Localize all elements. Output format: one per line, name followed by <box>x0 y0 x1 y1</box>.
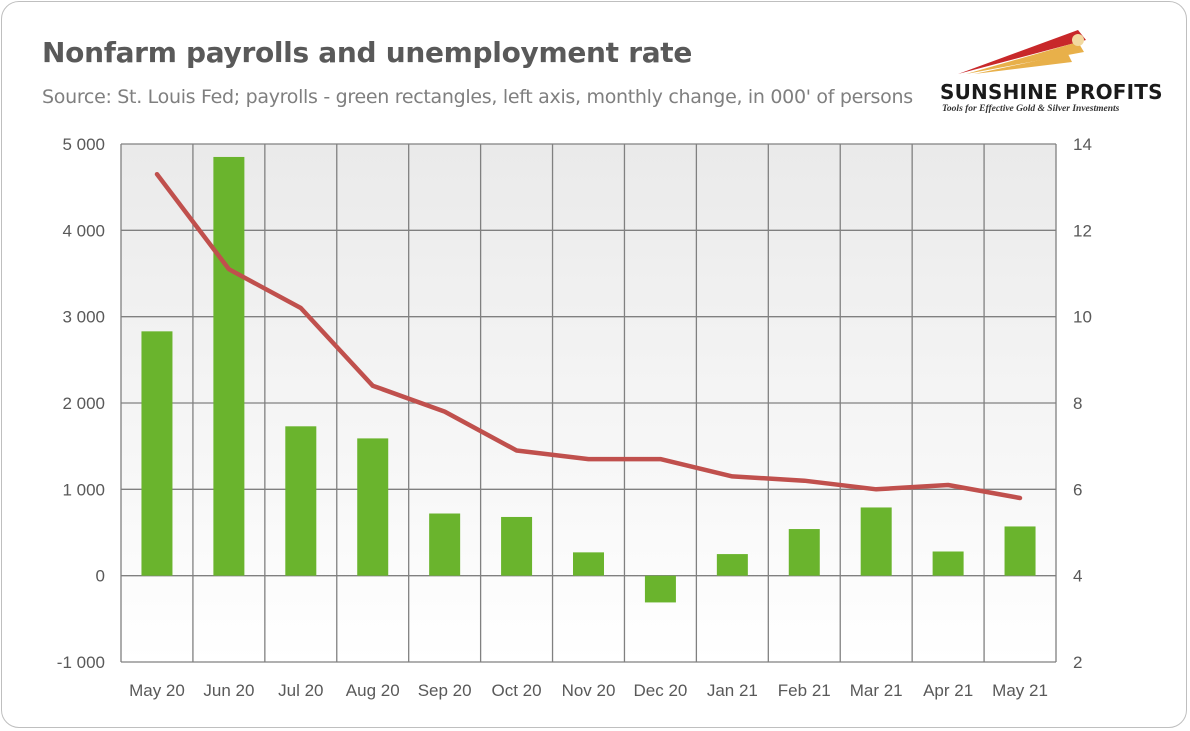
unemployment-rate-line <box>154 171 1023 501</box>
payroll-bar <box>644 575 676 603</box>
payroll-bar <box>716 554 748 576</box>
x-axis-tick-label: Apr 21 <box>923 681 973 700</box>
left-axis-tick-label: 3 000 <box>62 308 105 327</box>
payroll-bar <box>213 156 245 576</box>
logo-name: SUNSHINE PROFITS <box>940 80 1163 104</box>
x-axis-tick-label: Sep 20 <box>418 681 472 700</box>
unemployment-line <box>154 171 1023 501</box>
gridlines <box>120 143 1057 663</box>
right-axis-tick-label: 2 <box>1073 653 1082 672</box>
payroll-bar <box>860 507 892 576</box>
payroll-bar <box>501 516 533 576</box>
payroll-bar <box>429 513 461 576</box>
right-axis-tick-label: 8 <box>1073 394 1082 413</box>
sunshine-profits-logo: SUNSHINE PROFITS Tools for Effective Gol… <box>928 18 1173 128</box>
right-axis-tick-label: 14 <box>1073 135 1092 154</box>
payroll-bar <box>1004 526 1036 576</box>
x-axis-tick-label: Jun 20 <box>203 681 254 700</box>
x-axis-tick-label: Jan 21 <box>707 681 758 700</box>
x-axis-tick-label: Jul 20 <box>278 681 323 700</box>
axis-labels: 5 000 4 000 3 000 2 000 1 000 0 -1 000 14 12 10 8 6… <box>57 135 1092 700</box>
chart-title: Nonfarm payrolls and unemployment rate <box>42 36 693 69</box>
left-axis-tick-label: 5 000 <box>62 135 105 154</box>
left-axis-tick-label: 2 000 <box>62 394 105 413</box>
x-axis-tick-label: Aug 20 <box>346 681 400 700</box>
right-axis-tick-label: 10 <box>1073 308 1092 327</box>
right-axis-tick-label: 6 <box>1073 480 1082 499</box>
payroll-bar <box>573 552 604 576</box>
payroll-bar <box>357 438 389 576</box>
left-axis-tick-label: 1 000 <box>62 480 105 499</box>
x-axis-tick-label: Nov 20 <box>562 681 616 700</box>
x-axis-tick-label: Mar 21 <box>850 681 903 700</box>
logo-tagline: Tools for Effective Gold & Silver Invest… <box>942 104 1120 114</box>
left-axis-tick-label: -1 000 <box>57 653 105 672</box>
left-axis-tick-label: 4 000 <box>62 221 105 240</box>
chart-subtitle: Source: St. Louis Fed; payrolls - green … <box>42 86 913 108</box>
x-axis-tick-label: May 20 <box>129 681 185 700</box>
payroll-bar <box>141 331 173 576</box>
payroll-bar <box>285 426 317 576</box>
payroll-bar <box>788 529 820 576</box>
payroll-bars <box>141 156 1036 603</box>
right-axis-tick-label: 4 <box>1073 567 1082 586</box>
x-axis-tick-label: Oct 20 <box>492 681 542 700</box>
right-axis-tick-label: 12 <box>1073 221 1092 240</box>
left-axis-tick-label: 0 <box>96 567 105 586</box>
x-axis-tick-label: May 21 <box>992 681 1048 700</box>
logo-rays-icon <box>958 30 1086 74</box>
x-axis-tick-label: Dec 20 <box>633 681 687 700</box>
payroll-bar <box>932 551 964 576</box>
x-axis-tick-label: Feb 21 <box>778 681 831 700</box>
